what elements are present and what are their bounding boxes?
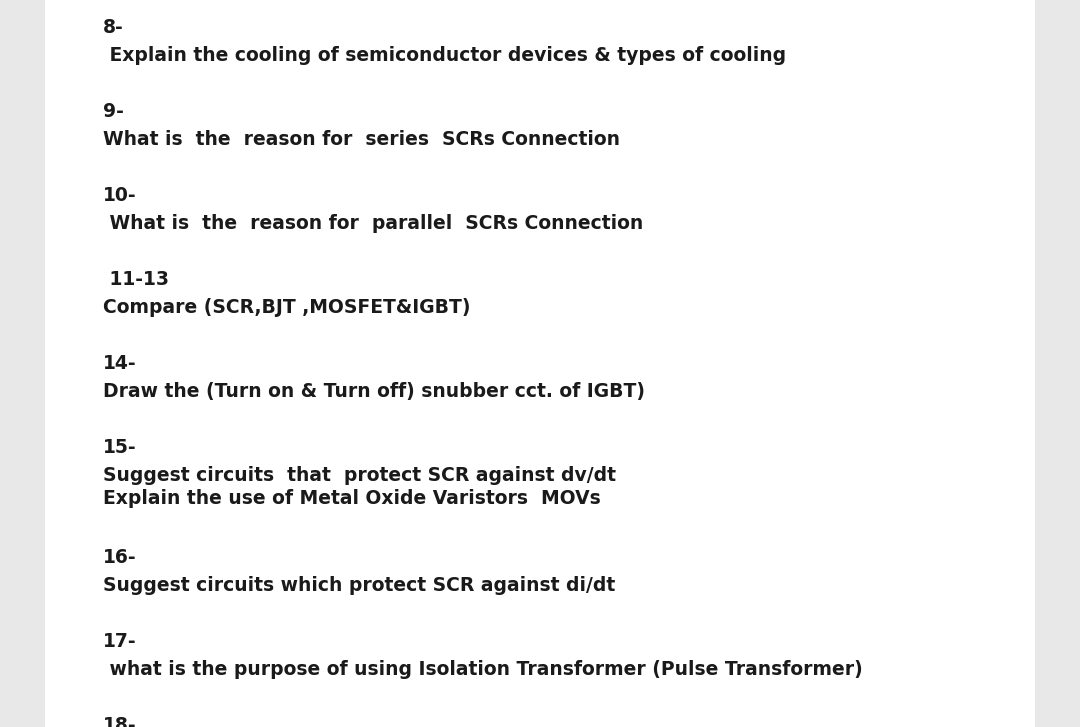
Text: Explain the cooling of semiconductor devices & types of cooling: Explain the cooling of semiconductor dev…: [103, 46, 786, 65]
Text: What is  the  reason for  parallel  SCRs Connection: What is the reason for parallel SCRs Con…: [103, 214, 643, 233]
Text: 17-: 17-: [103, 632, 136, 651]
Text: what is the purpose of using Isolation Transformer (Pulse Transformer): what is the purpose of using Isolation T…: [103, 660, 862, 679]
Text: 18-: 18-: [103, 716, 136, 727]
Text: 15-: 15-: [103, 438, 136, 457]
Text: 9-: 9-: [103, 102, 123, 121]
Text: Compare (SCR,BJT ,MOSFET&IGBT): Compare (SCR,BJT ,MOSFET&IGBT): [103, 298, 470, 317]
Text: 10-: 10-: [103, 186, 136, 205]
Text: 8-: 8-: [103, 18, 123, 37]
Text: Suggest circuits  that  protect SCR against dv/dt
Explain the use of Metal Oxide: Suggest circuits that protect SCR agains…: [103, 466, 616, 508]
Text: Draw the (Turn on & Turn off) snubber cct. of IGBT): Draw the (Turn on & Turn off) snubber cc…: [103, 382, 645, 401]
Text: Suggest circuits which protect SCR against di/dt: Suggest circuits which protect SCR again…: [103, 576, 615, 595]
Text: 11-13: 11-13: [103, 270, 168, 289]
Text: 14-: 14-: [103, 354, 136, 373]
Text: What is  the  reason for  series  SCRs Connection: What is the reason for series SCRs Conne…: [103, 130, 620, 149]
Text: 16-: 16-: [103, 548, 136, 567]
